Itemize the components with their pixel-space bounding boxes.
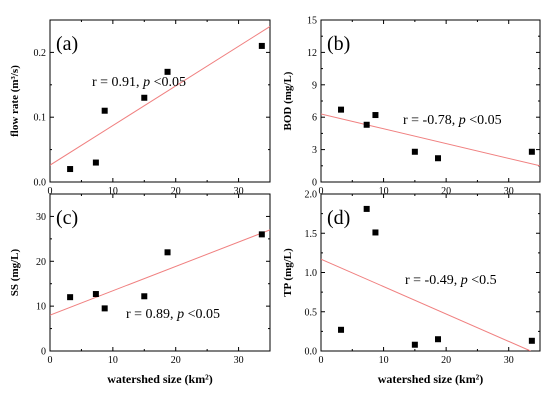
x-axis-label: watershed size (km²) <box>107 372 213 386</box>
data-point <box>363 121 370 128</box>
annotation-r-text: r = -0.78, <box>403 113 459 128</box>
y-tick-label: 6 <box>312 113 317 124</box>
chart-panel-2: 0 10 20 30 0 3 6 9 12 15 BOD (mg/L) (b) r = -0.78, p… <box>282 16 541 197</box>
fit-line <box>50 229 270 316</box>
annotation-p-symbol: p <box>142 75 150 90</box>
data-point <box>92 291 99 298</box>
annotation-p-value: <0.05 <box>184 307 220 322</box>
annotation-p-value: <0.5 <box>468 273 497 288</box>
y-tick-label: 30 <box>36 212 46 223</box>
correlation-annotation: r = -0.49, p <0.5 <box>405 273 497 288</box>
data-point <box>258 231 265 238</box>
data-point <box>164 68 171 75</box>
x-tick-label: 0 <box>319 186 324 197</box>
x-tick-label: 10 <box>379 186 389 197</box>
annotation-p-symbol: p <box>176 307 184 322</box>
annotation-p-value: <0.05 <box>466 113 502 128</box>
panel-label: (b) <box>327 33 350 55</box>
y-axis-label: BOD (mg/L) <box>282 71 294 130</box>
data-point <box>141 293 148 300</box>
data-point <box>338 106 345 113</box>
data-point <box>141 94 148 101</box>
x-axis-label: watershed size (km²) <box>378 372 484 386</box>
x-tick-label: 30 <box>504 186 514 197</box>
y-tick-label: 1.5 <box>305 229 318 240</box>
fit-line <box>50 26 270 166</box>
y-tick-label: 20 <box>36 257 46 268</box>
y-axis-label: flow rate (m³/s) <box>9 65 21 137</box>
data-point <box>411 148 418 155</box>
correlation-annotation: r = 0.89, p <0.05 <box>126 307 220 322</box>
x-tick-label: 10 <box>108 355 118 366</box>
y-tick-label: 0 <box>41 347 46 358</box>
data-point <box>372 112 379 119</box>
data-point <box>372 229 379 236</box>
y-tick-label: 2.0 <box>305 190 318 201</box>
annotation-r-text: r = -0.49, <box>405 273 461 288</box>
data-point <box>164 249 171 256</box>
annotation-p-symbol: p <box>458 113 466 128</box>
x-tick-label: 20 <box>171 355 181 366</box>
data-point <box>101 305 108 312</box>
y-tick-label: 3 <box>312 145 317 156</box>
y-tick-label: 10 <box>36 302 46 313</box>
data-point <box>435 336 442 343</box>
panel-label: (a) <box>56 33 78 55</box>
y-tick-label: 15 <box>307 16 317 27</box>
panel-label: (c) <box>56 207 78 229</box>
x-tick-label: 20 <box>441 355 451 366</box>
x-tick-label: 30 <box>234 355 244 366</box>
x-tick-label: 0 <box>48 186 53 197</box>
annotation-r-text: r = 0.91, <box>92 75 143 90</box>
x-tick-label: 20 <box>441 186 451 197</box>
y-tick-label: 0 <box>312 178 317 189</box>
x-tick-label: 10 <box>379 355 389 366</box>
y-tick-label: 0.2 <box>34 48 47 59</box>
x-tick-label: 0 <box>319 355 324 366</box>
data-point <box>92 159 99 166</box>
y-axis-label: SS (mg/L) <box>9 248 21 296</box>
x-tick-label: 20 <box>171 186 181 197</box>
x-tick-label: 30 <box>234 186 244 197</box>
fit-line <box>321 113 540 167</box>
data-point <box>258 42 265 49</box>
correlation-annotation: r = -0.78, p <0.05 <box>403 113 502 128</box>
plot-frame <box>49 193 271 352</box>
y-tick-label: 0.0 <box>34 178 47 189</box>
data-point <box>67 294 74 301</box>
y-tick-label: 12 <box>307 48 317 59</box>
panel-label: (d) <box>327 207 350 229</box>
annotation-p-symbol: p <box>460 273 468 288</box>
y-tick-label: 0.1 <box>34 113 47 124</box>
y-axis-label: TP (mg/L) <box>282 248 294 297</box>
data-point <box>528 148 535 155</box>
correlation-annotation: r = 0.91, p <0.05 <box>92 75 186 90</box>
annotation-r-text: r = 0.89, <box>126 307 177 322</box>
y-tick-label: 0.0 <box>305 347 318 358</box>
y-tick-label: 9 <box>312 80 317 91</box>
data-point <box>363 205 370 212</box>
chart-panel-4: 0 10 20 30 0.0 0.5 1.0 1.5 2.0 TP (mg/L) watershed… <box>282 190 541 386</box>
data-point <box>338 326 345 333</box>
data-point <box>67 166 74 173</box>
data-point <box>411 341 418 348</box>
y-tick-label: 0.5 <box>305 307 318 318</box>
chart-panel-1: 0 10 20 30 0.0 0.1 0.2 flow rate (m³/s) (a) r = 0… <box>9 19 271 197</box>
annotation-p-value: <0.05 <box>150 75 186 90</box>
data-point <box>528 337 535 344</box>
data-point <box>101 107 108 114</box>
y-tick-label: 1.0 <box>305 268 318 279</box>
chart-panel-3: 0 10 20 30 0 10 20 30 SS (mg/L) watershed size (k… <box>9 193 271 386</box>
fit-line <box>321 258 531 351</box>
x-tick-label: 30 <box>504 355 514 366</box>
x-tick-label: 10 <box>108 186 118 197</box>
plot-frame <box>49 19 271 183</box>
x-tick-label: 0 <box>48 355 53 366</box>
data-point <box>435 155 442 162</box>
